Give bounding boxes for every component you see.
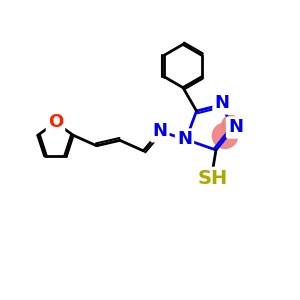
Text: SH: SH [198, 169, 228, 188]
Text: N: N [214, 94, 230, 112]
Text: N: N [177, 130, 192, 148]
Circle shape [212, 123, 238, 148]
Text: O: O [48, 113, 63, 131]
Text: N: N [152, 122, 167, 140]
Text: N: N [228, 118, 243, 136]
Circle shape [222, 116, 240, 134]
